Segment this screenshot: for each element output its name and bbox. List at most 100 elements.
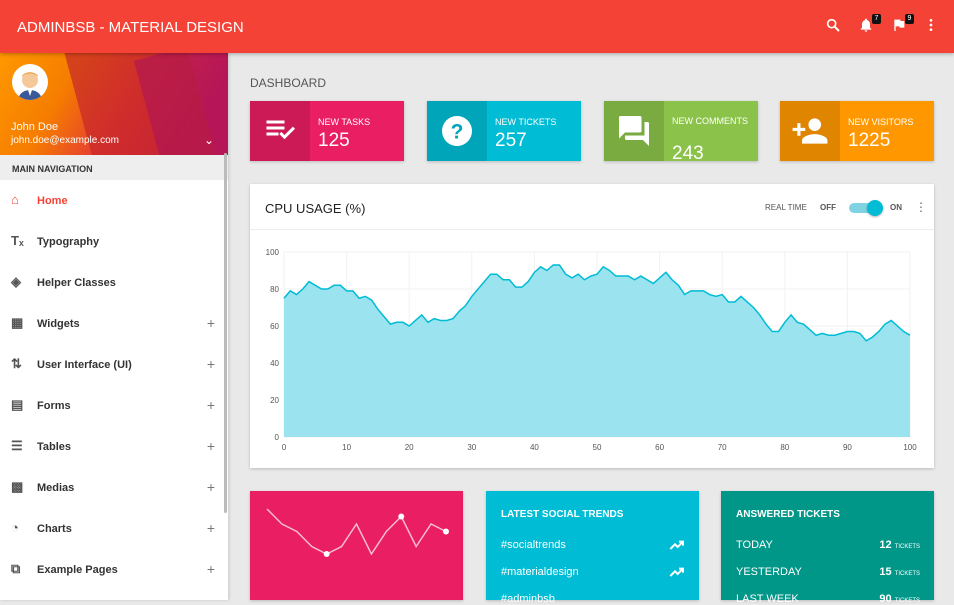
ticket-unit: TICKETS: [895, 571, 920, 577]
trending-up-icon: [669, 566, 685, 581]
user-info: John Doe john.doe@example.com ⌄: [0, 53, 228, 155]
info-box-new-visitors[interactable]: NEW VISITORS 1225: [780, 101, 934, 161]
ticket-row: TODAY 12 TICKETS: [736, 539, 920, 551]
sidebar-item-label: Home: [37, 195, 68, 207]
flag-icon[interactable]: 9: [890, 17, 908, 35]
more-vert-icon[interactable]: [922, 17, 940, 35]
expand-icon[interactable]: +: [207, 438, 215, 454]
info-title: NEW TICKETS: [495, 116, 556, 129]
swap-calls-icon: ⇅: [11, 357, 27, 371]
nav-header: MAIN NAVIGATION: [0, 155, 228, 180]
person-add-icon: [791, 112, 829, 150]
top-bar: ADMINBSB - MATERIAL DESIGN 7 9: [0, 0, 954, 53]
x-tick-label: 20: [405, 443, 414, 452]
sidebar-item-charts[interactable]: ◔Charts+: [0, 508, 228, 549]
expand-icon[interactable]: +: [207, 561, 215, 577]
sidebar-item-example-pages[interactable]: ⧉ Example Pages +: [0, 549, 228, 590]
trending-up-icon: [669, 539, 685, 554]
ticket-unit: TICKETS: [895, 598, 920, 604]
list-item[interactable]: #adminbsb: [501, 593, 685, 605]
sidebar-item-tables[interactable]: ☰Tables+: [0, 426, 228, 467]
y-tick-label: 60: [270, 322, 279, 331]
y-tick-label: 20: [270, 396, 279, 405]
playlist-check-icon: [262, 113, 298, 149]
sparkline-point: [324, 551, 330, 557]
bell-icon[interactable]: 7: [857, 17, 875, 35]
expand-icon[interactable]: +: [207, 397, 215, 413]
sparkline-line: [267, 509, 446, 554]
y-tick-label: 80: [270, 285, 279, 294]
sparkline-point: [443, 529, 449, 535]
realtime-toggle[interactable]: [849, 201, 883, 215]
sidebar-item-label: Medias: [37, 482, 74, 494]
sidebar-item-label: Typography: [37, 236, 99, 248]
info-title: NEW TASKS: [318, 116, 370, 129]
list-item[interactable]: #materialdesign: [501, 566, 685, 578]
x-tick-label: 80: [780, 443, 789, 452]
sidebar-scrollbar[interactable]: [224, 153, 227, 513]
forum-icon: [616, 113, 652, 149]
text-fields-icon: Tₓ: [11, 234, 27, 248]
avatar[interactable]: [12, 64, 48, 100]
list-item[interactable]: #socialtrends: [501, 539, 685, 551]
help-icon: ?: [439, 113, 475, 149]
trend-tag: #adminbsb: [501, 593, 555, 605]
ticket-label: YESTERDAY: [736, 566, 802, 578]
expand-icon[interactable]: +: [207, 520, 215, 536]
info-box-new-comments[interactable]: NEW COMMENTS 243: [604, 101, 758, 161]
more-vert-icon[interactable]: ⋮: [915, 200, 927, 214]
info-box-new-tickets[interactable]: ? NEW TICKETS 257: [427, 101, 581, 161]
expand-icon[interactable]: +: [207, 479, 215, 495]
on-label: ON: [890, 203, 902, 212]
ticket-count: 12: [879, 539, 891, 551]
sidebar-item-typography[interactable]: Tₓ Typography: [0, 221, 228, 262]
x-tick-label: 10: [342, 443, 351, 452]
x-tick-label: 0: [282, 443, 287, 452]
sidebar-item-label: Example Pages: [37, 564, 118, 576]
info-value: 1225: [848, 130, 890, 152]
x-tick-label: 40: [530, 443, 539, 452]
ticket-label: TODAY: [736, 539, 773, 551]
x-tick-label: 60: [655, 443, 664, 452]
sidebar-item-home[interactable]: ⌂Home: [0, 180, 228, 221]
expand-icon[interactable]: +: [207, 356, 215, 372]
sidebar-item-widgets[interactable]: ▦Widgets+: [0, 303, 228, 344]
app-title[interactable]: ADMINBSB - MATERIAL DESIGN: [17, 19, 244, 36]
sparkline-point: [398, 514, 404, 520]
view-list-icon: ☰: [11, 439, 27, 453]
x-tick-label: 100: [903, 443, 917, 452]
search-icon[interactable]: [824, 17, 842, 35]
card-title: CPU USAGE (%): [265, 201, 365, 216]
info-value: 257: [495, 130, 527, 152]
perm-media-icon: ▩: [11, 480, 27, 494]
chevron-down-icon[interactable]: ⌄: [204, 133, 214, 147]
ticket-unit: TICKETS: [895, 544, 920, 550]
ticket-count: 90: [879, 593, 891, 605]
user-name: John Doe: [11, 121, 58, 133]
sparkline-card: [250, 491, 463, 600]
info-title: NEW VISITORS: [848, 116, 913, 129]
sidebar-item-forms[interactable]: ▤Forms+: [0, 385, 228, 426]
info-value: 125: [318, 130, 350, 152]
x-tick-label: 50: [593, 443, 602, 452]
trend-tag: #materialdesign: [501, 566, 579, 578]
sidebar-item-user-interface-ui[interactable]: ⇅ User Interface (UI) +: [0, 344, 228, 385]
content-copy-icon: ⧉: [11, 562, 27, 576]
sidebar-item-label: User Interface (UI): [37, 359, 132, 371]
cpu-area: [284, 265, 910, 437]
info-box-new-tasks[interactable]: NEW TASKS 125: [250, 101, 404, 161]
sidebar: John Doe john.doe@example.com ⌄ MAIN NAV…: [0, 53, 228, 600]
trend-tag: #socialtrends: [501, 539, 566, 551]
layers-icon: ◈: [11, 275, 27, 289]
y-tick-label: 40: [270, 359, 279, 368]
info-value: 243: [672, 143, 704, 165]
x-tick-label: 70: [718, 443, 727, 452]
svg-text:?: ?: [451, 121, 464, 144]
realtime-label: REAL TIME: [765, 203, 807, 212]
expand-icon[interactable]: +: [207, 315, 215, 331]
sidebar-item-helper-classes[interactable]: ◈Helper Classes: [0, 262, 228, 303]
sidebar-item-medias[interactable]: ▩ Medias +: [0, 467, 228, 508]
